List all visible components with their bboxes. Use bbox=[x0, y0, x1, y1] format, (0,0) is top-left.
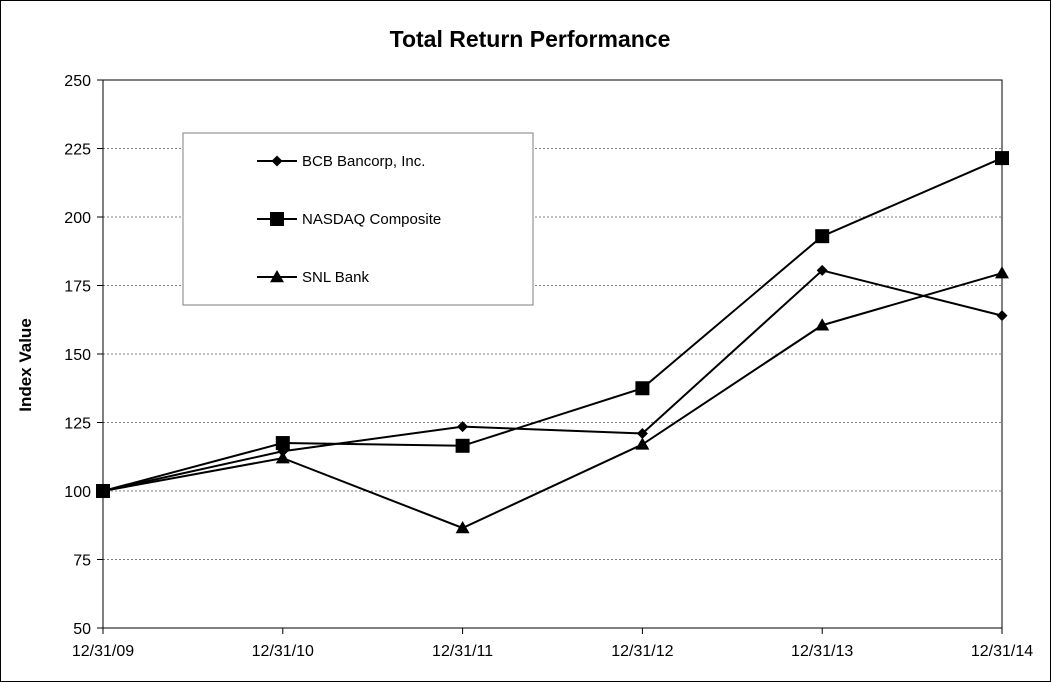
legend-item: NASDAQ Composite bbox=[257, 211, 441, 228]
series-line bbox=[102, 157, 1003, 492]
chart-title: Total Return Performance bbox=[390, 26, 671, 52]
legend-marker bbox=[271, 155, 283, 167]
y-tick-label: 250 bbox=[64, 73, 91, 90]
y-tick-label: 125 bbox=[64, 416, 91, 433]
data-point bbox=[275, 451, 290, 464]
data-point bbox=[815, 318, 830, 331]
y-tick-label: 75 bbox=[73, 553, 91, 570]
y-tick-label: 200 bbox=[64, 210, 91, 227]
data-point bbox=[275, 436, 290, 451]
y-tick-label: 50 bbox=[73, 621, 91, 638]
x-tick-label: 12/31/13 bbox=[791, 643, 853, 660]
y-ticks: 50 75 100 125 150 175 200 225 250 bbox=[64, 73, 103, 638]
data-point bbox=[815, 229, 830, 244]
x-tick-label: 12/31/10 bbox=[252, 643, 314, 660]
legend: BCB Bancorp, Inc. NASDAQ Composite SNL Ban… bbox=[182, 132, 534, 306]
x-tick-label: 12/31/12 bbox=[611, 643, 673, 660]
y-tick-label: 175 bbox=[64, 279, 91, 296]
series-line bbox=[102, 272, 1003, 530]
y-tick-label: 100 bbox=[64, 484, 91, 501]
data-point bbox=[995, 151, 1009, 166]
data-point bbox=[455, 438, 470, 453]
legend-label: SNL Bank bbox=[302, 269, 369, 286]
data-point bbox=[635, 437, 650, 450]
data-point bbox=[635, 381, 650, 396]
data-point bbox=[455, 520, 470, 534]
data-point bbox=[995, 266, 1009, 279]
series-line bbox=[102, 269, 1003, 492]
series-2 bbox=[96, 266, 1009, 534]
data-point bbox=[816, 264, 828, 276]
x-tick-label: 12/31/11 bbox=[432, 643, 493, 660]
data-point bbox=[457, 421, 469, 433]
legend-label: BCB Bancorp, Inc. bbox=[302, 153, 425, 170]
series-group bbox=[96, 151, 1009, 534]
legend-item: BCB Bancorp, Inc. bbox=[257, 153, 425, 170]
legend-box bbox=[182, 132, 534, 306]
legend-item: SNL Bank bbox=[257, 269, 369, 286]
y-axis-label: Index Value bbox=[16, 318, 35, 412]
data-point bbox=[996, 310, 1008, 322]
data-point bbox=[96, 484, 110, 497]
legend-label: NASDAQ Composite bbox=[302, 211, 441, 228]
y-tick-label: 150 bbox=[64, 347, 91, 364]
x-tick-label: 12/31/09 bbox=[72, 643, 134, 660]
legend-marker bbox=[270, 212, 284, 226]
x-tick-label: 12/31/14 bbox=[971, 643, 1033, 660]
x-ticks: 12/31/09 12/31/10 12/31/11 12/31/12 12/31/13… bbox=[72, 628, 1033, 660]
y-tick-label: 225 bbox=[64, 142, 91, 159]
data-point bbox=[636, 427, 648, 439]
legend-marker bbox=[270, 270, 284, 283]
